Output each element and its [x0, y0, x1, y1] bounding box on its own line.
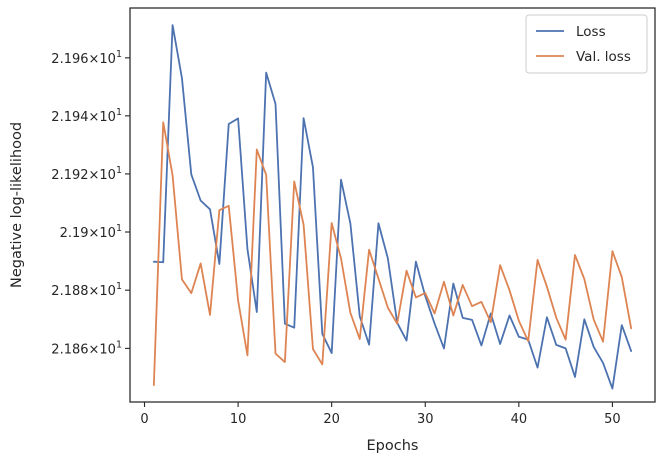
y-axis-ticks: 2.186×101 2.188×101 2.19×101 2.192×101 2.194… — [51, 49, 130, 357]
y-tick-label: 2.192×101 — [51, 165, 122, 183]
y-tick-label: 2.188×101 — [51, 281, 122, 299]
legend-frame — [525, 14, 648, 74]
x-tick-label: 40 — [511, 412, 528, 427]
y-tick-label: 2.186×101 — [51, 339, 122, 357]
legend-label-loss: Loss — [576, 24, 606, 40]
x-tick-label: 10 — [230, 412, 247, 427]
y-tick-label: 2.19×101 — [60, 223, 122, 241]
x-axis-ticks: 0 10 20 30 40 50 — [140, 402, 621, 427]
series-line-0 — [152, 24, 633, 390]
plot-frame — [129, 7, 656, 403]
legend-label-val-loss: Val. loss — [576, 49, 631, 65]
x-tick-label: 0 — [140, 412, 148, 427]
y-tick-label: 2.196×101 — [51, 49, 122, 67]
x-tick-label: 30 — [417, 412, 434, 427]
legend: Loss Val. loss — [525, 14, 648, 74]
plot-series-group — [152, 24, 633, 390]
y-axis-label: Negative log-likelihood — [9, 122, 25, 288]
x-axis-label: Epochs — [367, 438, 419, 454]
y-tick-label: 2.194×101 — [51, 107, 122, 125]
x-tick-label: 50 — [604, 412, 621, 427]
series-line-1 — [152, 121, 633, 387]
x-tick-label: 20 — [323, 412, 340, 427]
